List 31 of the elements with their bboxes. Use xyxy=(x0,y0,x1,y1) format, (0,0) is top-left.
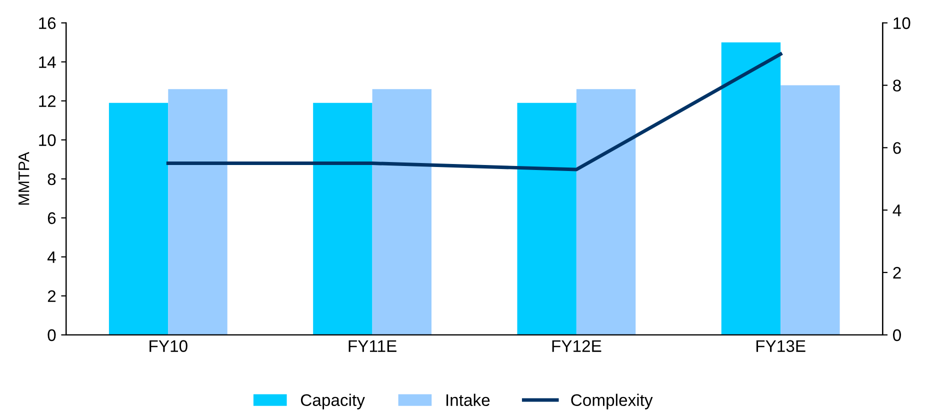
legend-label: Intake xyxy=(446,394,490,406)
legend-label: Capacity xyxy=(300,394,365,410)
y2-tick-label: 0 xyxy=(893,329,901,342)
legend-label: Complexity xyxy=(571,394,653,410)
x-tick-label: FY10 xyxy=(150,340,188,352)
y-tick-label: 10 xyxy=(39,134,56,146)
bar xyxy=(108,102,168,335)
y2-tick-label: 10 xyxy=(894,17,910,30)
y-tick-label: 8 xyxy=(48,173,56,186)
y-tick-label: 6 xyxy=(48,212,56,224)
bar xyxy=(780,85,840,335)
x-tick-label: FY13E xyxy=(756,340,806,352)
y-tick-label: 14 xyxy=(39,56,56,68)
y-tick-label: 12 xyxy=(39,95,56,107)
y-tick-label: 2 xyxy=(48,290,56,302)
bar xyxy=(372,89,432,335)
bar xyxy=(721,42,781,335)
bar xyxy=(517,102,576,335)
y-axis-title: MMTPA xyxy=(18,152,30,205)
y2-tick-label: 6 xyxy=(893,142,901,154)
bar xyxy=(313,102,372,335)
y-tick-label: 0 xyxy=(48,329,56,342)
bar xyxy=(168,89,228,335)
x-tick-label: FY11E xyxy=(348,340,396,352)
y-tick-label: 4 xyxy=(47,251,56,263)
x-tick-label: FY12E xyxy=(552,340,602,352)
y2-tick-label: 8 xyxy=(893,80,901,92)
y-tick-label: 16 xyxy=(39,17,56,30)
y2-tick-label: 2 xyxy=(893,266,901,279)
y2-tick-label: 4 xyxy=(892,204,902,216)
bar xyxy=(576,89,636,335)
